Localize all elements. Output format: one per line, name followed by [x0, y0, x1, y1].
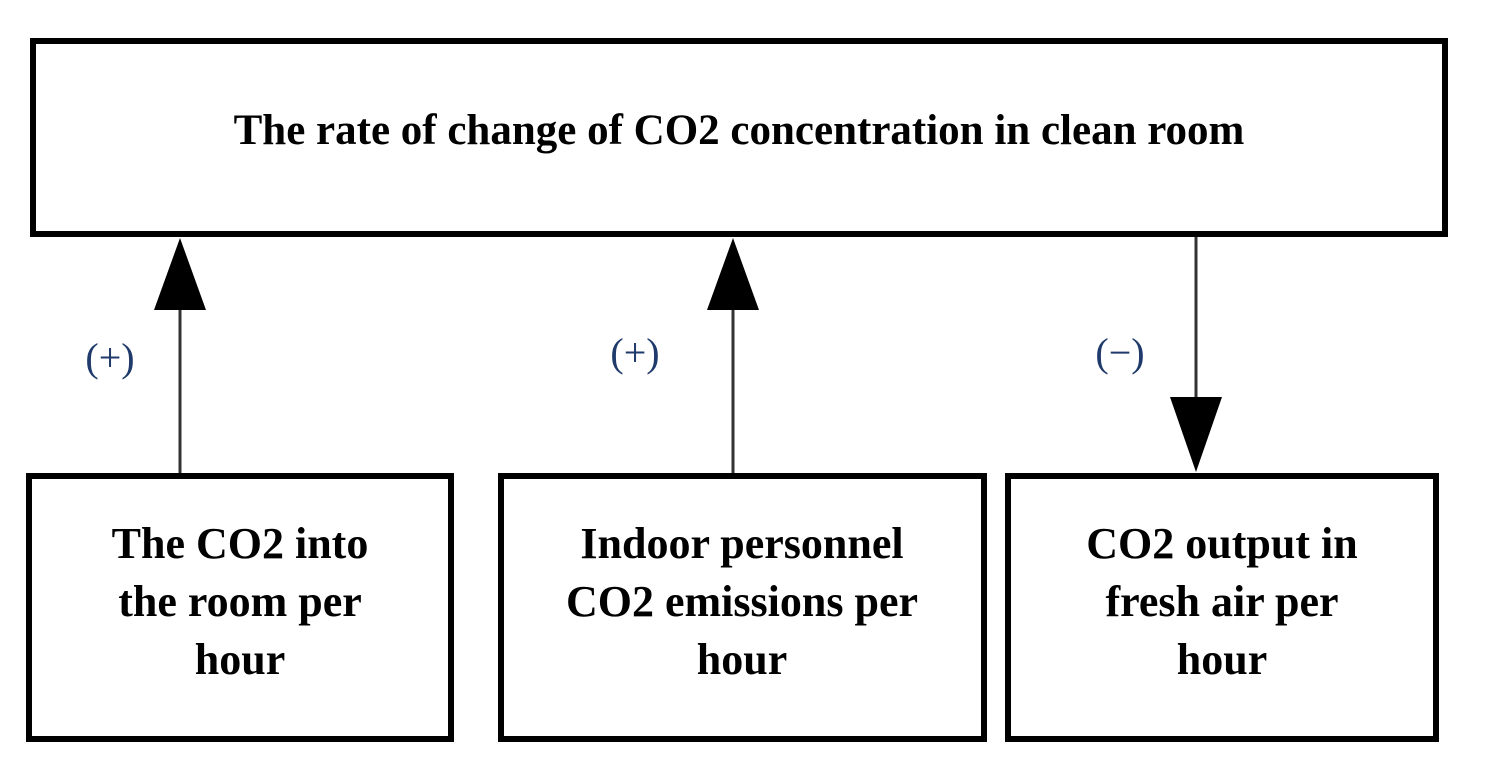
arrow-head	[1170, 397, 1222, 472]
node-line: Indoor personnel	[580, 519, 903, 568]
node-line: CO2 emissions per	[566, 577, 918, 626]
arrow-head	[707, 238, 759, 310]
node-line: fresh air per	[1106, 577, 1339, 626]
node-line: hour	[697, 635, 787, 684]
source-box	[26, 473, 454, 742]
node-line: hour	[1177, 635, 1267, 684]
top-box	[30, 38, 1448, 237]
node-line: CO2 output in	[1086, 519, 1357, 568]
source-box	[498, 473, 987, 742]
edge-label: (+)	[610, 330, 659, 375]
node-line: the room per	[118, 577, 362, 626]
edge-label: (−)	[1095, 330, 1144, 375]
sink-box	[1005, 473, 1439, 742]
arrow-head	[154, 238, 206, 310]
node-line: hour	[195, 635, 285, 684]
node-title: The rate of change of CO2 concentration …	[234, 107, 1245, 154]
edge-label: (+)	[85, 335, 134, 380]
node-line: The CO2 into	[112, 519, 369, 568]
